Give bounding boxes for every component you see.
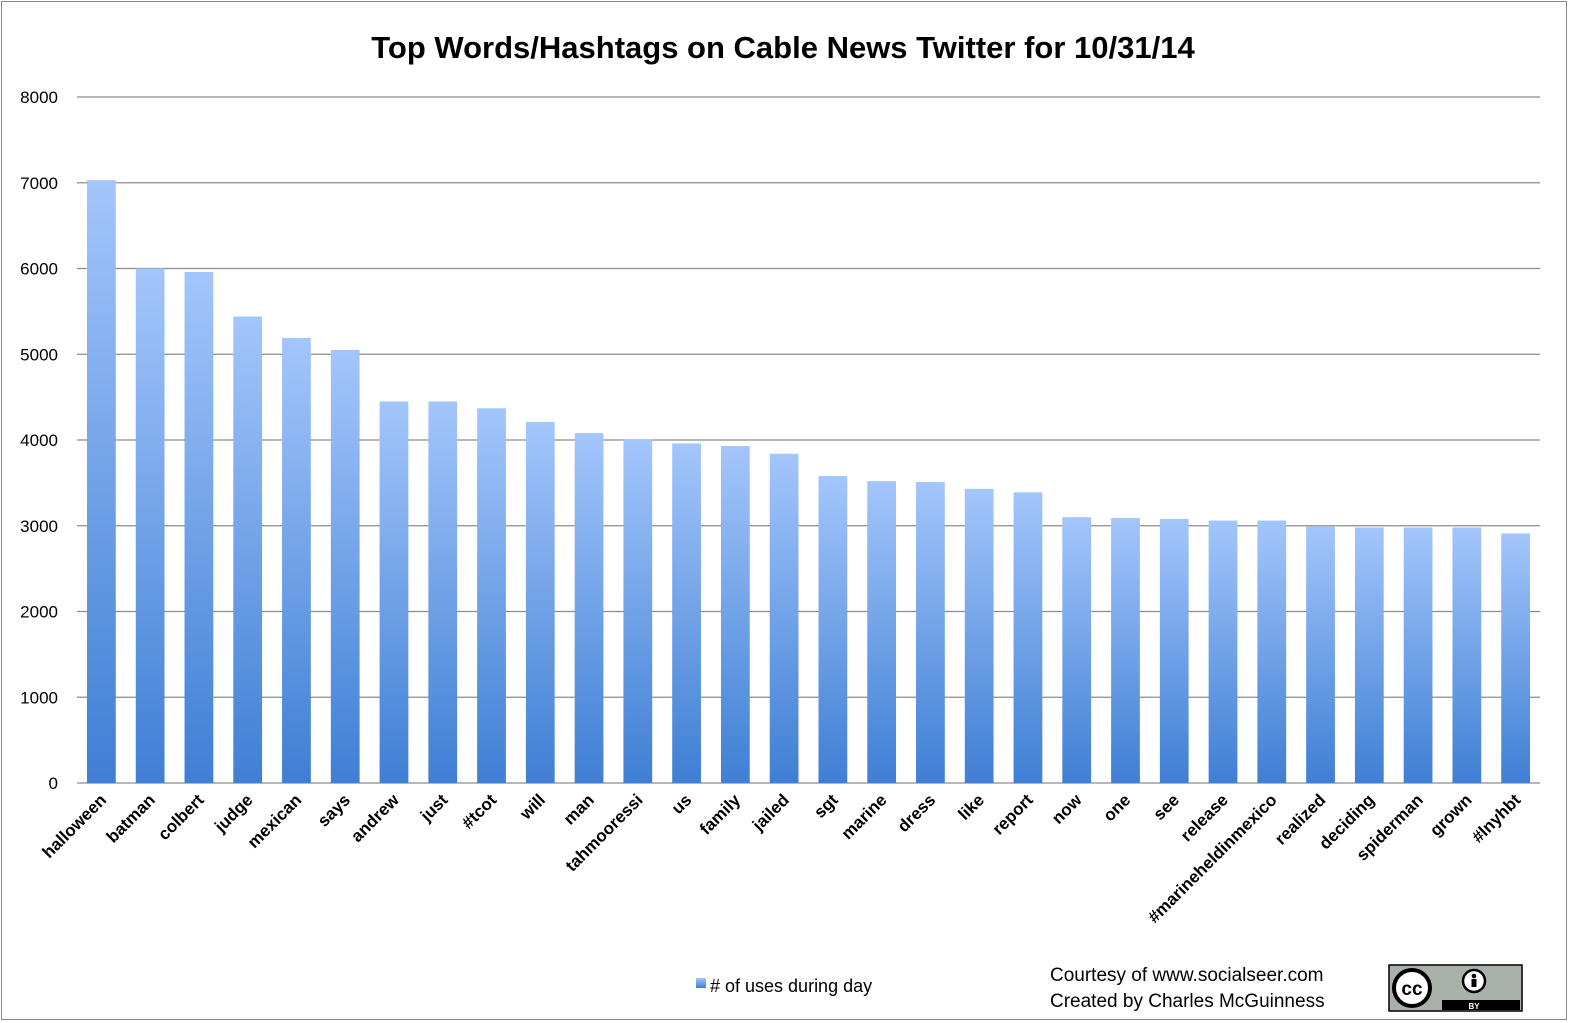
bar-realized: [1306, 526, 1335, 783]
bar-report: [1013, 492, 1043, 783]
bar-family: [720, 446, 750, 783]
credit-source: Courtesy of www.socialseer.com: [1050, 965, 1324, 986]
chart-title: Top Words/Hashtags on Cable News Twitter…: [371, 30, 1195, 65]
x-tick-label: family: [696, 790, 745, 839]
bar-mexican: [282, 337, 311, 783]
x-tick-label: marine: [838, 790, 891, 843]
bar-just: [428, 401, 458, 783]
y-tick-label: 4000: [20, 431, 58, 450]
x-tick-label: dress: [894, 790, 940, 836]
bar-halloween: [86, 180, 116, 784]
x-tick-label: us: [668, 790, 695, 817]
y-tick-label: 2000: [20, 603, 58, 622]
y-tick-label: 6000: [20, 260, 58, 279]
y-tick-label: 1000: [20, 688, 58, 707]
bar-hash-tcot: [477, 408, 506, 783]
x-tick-label: andrew: [347, 790, 403, 846]
x-tick-label: like: [955, 790, 988, 823]
x-tick-label: #lnyhbt: [1468, 790, 1524, 846]
x-tick-label: will: [516, 790, 550, 824]
y-tick-label: 0: [49, 774, 58, 793]
x-tick-label: sgt: [810, 790, 842, 822]
bar-batman: [135, 268, 165, 783]
gridlines: [77, 96, 1540, 784]
license-badge-text: BY: [1468, 1002, 1480, 1011]
x-tick-label: just: [416, 790, 452, 826]
bar-spiderman: [1403, 527, 1433, 783]
x-tick-label: batman: [103, 790, 159, 846]
bar-hash-marineheldinmexico: [1257, 520, 1287, 783]
bar-now: [1062, 517, 1092, 783]
y-tick-label: 3000: [20, 517, 58, 536]
bar-grown: [1452, 527, 1482, 783]
y-tick-label: 8000: [20, 88, 58, 107]
bar-tahmooressi: [623, 439, 653, 783]
x-tick-label: halloween: [39, 790, 111, 862]
x-tick-label: now: [1048, 790, 1086, 828]
credit-author: Created by Charles McGuinness: [1050, 991, 1325, 1012]
y-tick-label: 7000: [20, 174, 58, 193]
x-tick-label: jailed: [748, 790, 793, 835]
bar-see: [1159, 518, 1189, 783]
x-tick-label: see: [1150, 790, 1183, 823]
x-tick-label: colbert: [154, 790, 208, 844]
legend-label: # of uses during day: [710, 976, 872, 996]
bar-us: [672, 443, 701, 783]
bars: [86, 180, 1531, 784]
bar-marine: [867, 481, 897, 783]
x-tick-label: one: [1099, 790, 1134, 825]
bar-says: [330, 349, 360, 783]
legend: # of uses during day: [696, 976, 872, 996]
bar-judge: [233, 316, 263, 783]
bar-will: [525, 421, 555, 783]
x-tick-label: #tcot: [458, 790, 500, 832]
y-tick-label: 5000: [20, 345, 58, 364]
legend-swatch: [696, 978, 706, 988]
bar-deciding: [1354, 527, 1384, 783]
x-tick-label: report: [989, 790, 1037, 838]
bar-release: [1208, 520, 1238, 783]
svg-text:cc: cc: [1401, 979, 1423, 1000]
bar-man: [574, 433, 604, 783]
cc-by-icon: cc BY: [1388, 964, 1523, 1012]
bar-one: [1111, 518, 1140, 783]
y-axis-ticks: 0 1000 2000 3000 4000 5000 6000 7000 8000: [20, 88, 58, 793]
x-tick-label: mexican: [244, 790, 306, 852]
x-tick-label: man: [560, 790, 598, 828]
bar-jailed: [769, 453, 799, 783]
bar-hash-lnyhbt: [1501, 533, 1531, 783]
bar-dress: [916, 482, 945, 783]
bar-andrew: [379, 401, 409, 783]
x-tick-label: says: [314, 790, 354, 830]
bar-sgt: [818, 476, 848, 783]
x-tick-label: judge: [210, 790, 256, 836]
bar-like: [964, 488, 994, 783]
bar-colbert: [184, 271, 214, 783]
